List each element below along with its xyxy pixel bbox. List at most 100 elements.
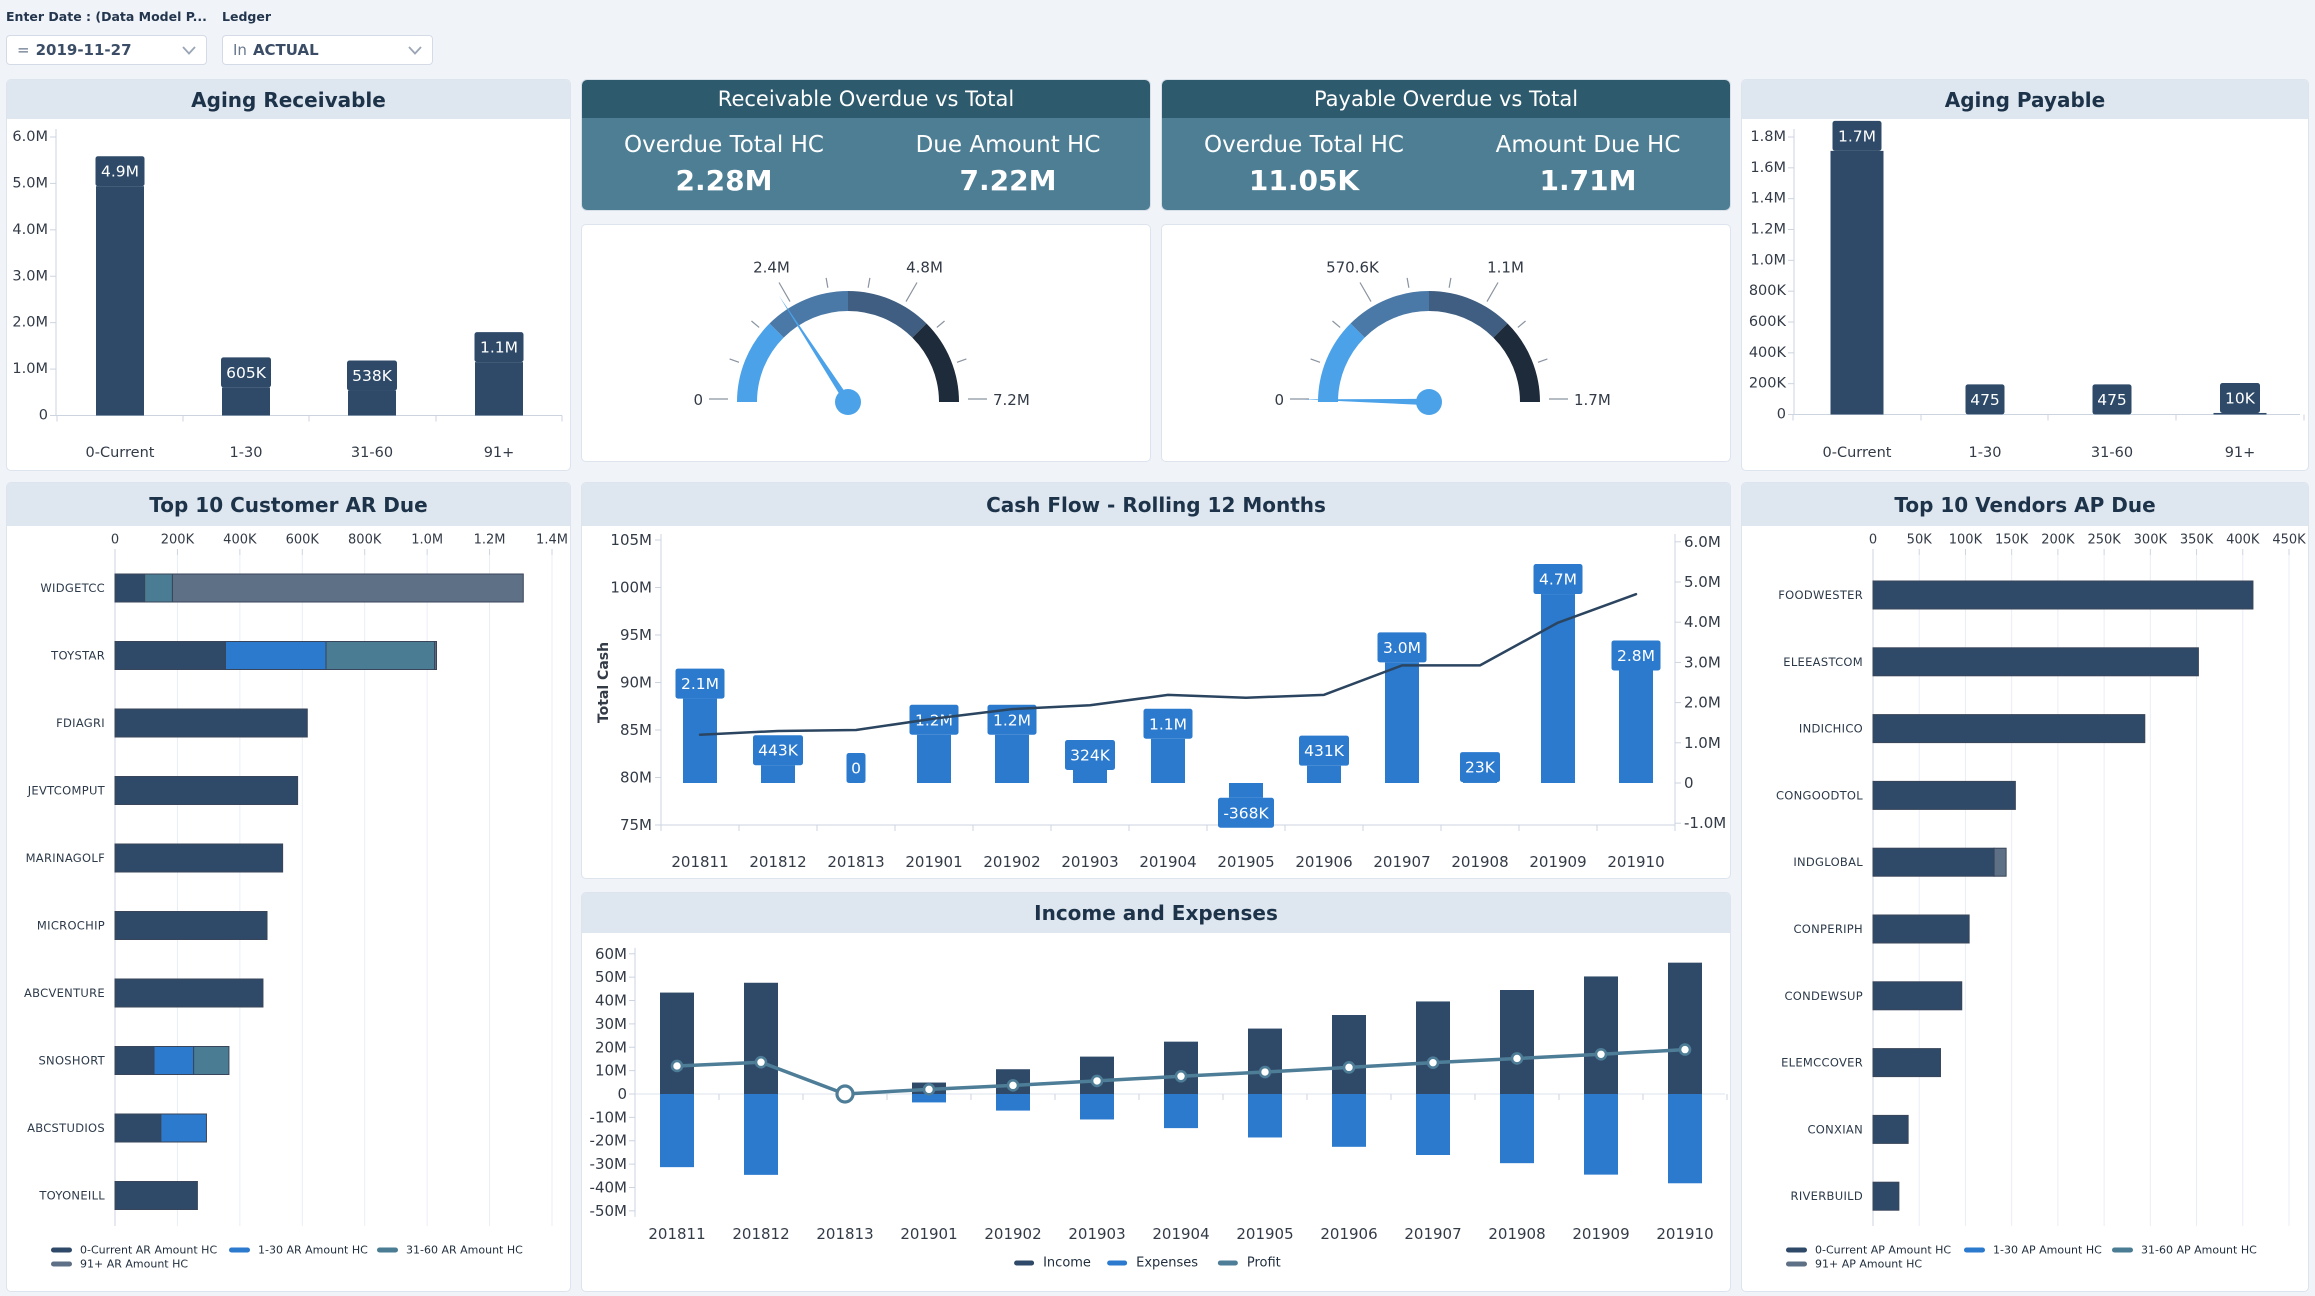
svg-text:91+: 91+	[484, 445, 515, 461]
date-filter-operator: =	[17, 41, 30, 59]
svg-text:200K: 200K	[2041, 533, 2075, 548]
svg-text:4.0M: 4.0M	[12, 222, 48, 238]
svg-text:10M: 10M	[595, 1062, 627, 1080]
svg-text:800K: 800K	[1749, 283, 1787, 299]
svg-text:450K: 450K	[2272, 533, 2306, 548]
svg-text:91+: 91+	[2225, 445, 2256, 461]
svg-text:ABCSTUDIOS: ABCSTUDIOS	[27, 1121, 105, 1135]
panel-title-top10-customer-ar: Top 10 Customer AR Due	[7, 483, 570, 526]
svg-text:0: 0	[1274, 391, 1284, 409]
ledger-filter-value: ACTUAL	[252, 41, 319, 59]
svg-text:50M: 50M	[595, 968, 627, 986]
kpi-label-overdue-total-pay: Overdue Total HC	[1204, 131, 1404, 158]
panel-aging-receivable: Aging Receivable 0 1.0M 2.0M 3.0M 4.0M 5.0M 6.…	[7, 80, 570, 470]
payable-gauge-chart[interactable]: 0 570.6K 1.1M 1.7M	[1162, 225, 1730, 461]
svg-text:31-60 AP Amount HC: 31-60 AP Amount HC	[2141, 1244, 2257, 1257]
svg-text:400K: 400K	[223, 533, 257, 548]
svg-text:1.4M: 1.4M	[536, 533, 568, 548]
svg-text:-368K: -368K	[1223, 804, 1269, 822]
svg-text:1.6M: 1.6M	[1750, 160, 1786, 176]
svg-text:31-60: 31-60	[2091, 445, 2133, 461]
svg-text:CONXIAN: CONXIAN	[1807, 1122, 1863, 1136]
svg-text:0: 0	[851, 760, 861, 778]
panel-title-cash-flow: Cash Flow - Rolling 12 Months	[582, 483, 1730, 526]
panel-top10-customer-ar: Top 10 Customer AR Due 0 200K 400K 600K 800K…	[7, 483, 570, 1291]
svg-text:1.0M: 1.0M	[12, 361, 48, 377]
svg-text:6.0M: 6.0M	[12, 129, 48, 145]
svg-text:431K: 431K	[1304, 742, 1345, 760]
kpi-cell-overdue-total-pay: Overdue Total HC 11.05K	[1162, 118, 1446, 210]
svg-text:201905: 201905	[1236, 1225, 1293, 1243]
svg-text:4.9M: 4.9M	[101, 163, 139, 181]
svg-text:RIVERBUILD: RIVERBUILD	[1791, 1189, 1863, 1203]
svg-text:JEVTCOMPUT: JEVTCOMPUT	[27, 784, 106, 798]
svg-text:201812: 201812	[749, 853, 806, 871]
svg-text:250K: 250K	[2087, 533, 2121, 548]
svg-text:MARINAGOLF: MARINAGOLF	[26, 851, 105, 865]
svg-text:350K: 350K	[2180, 533, 2214, 548]
svg-text:TOYONEILL: TOYONEILL	[38, 1189, 105, 1203]
aging-receivable-chart[interactable]: 0 1.0M 2.0M 3.0M 4.0M 5.0M 6.0M 4.9M 0-Current 60…	[7, 119, 570, 470]
svg-text:443K: 443K	[758, 742, 799, 760]
svg-text:1.7M: 1.7M	[1574, 391, 1611, 409]
ledger-filter-dropdown[interactable]: In ACTUAL	[222, 35, 433, 65]
svg-text:85M: 85M	[620, 721, 652, 739]
date-filter-label: Enter Date : (Data Model P...	[6, 9, 207, 24]
svg-text:CONPERIPH: CONPERIPH	[1793, 922, 1863, 936]
svg-text:201908: 201908	[1451, 853, 1508, 871]
kpi-label-due-amount: Due Amount HC	[915, 131, 1101, 158]
date-filter-dropdown[interactable]: = 2019-11-27	[6, 35, 207, 65]
svg-text:2.8M: 2.8M	[1617, 647, 1655, 665]
svg-text:1-30: 1-30	[1969, 445, 2002, 461]
svg-text:4.8M: 4.8M	[906, 259, 943, 277]
panel-title-income-expenses: Income and Expenses	[582, 893, 1730, 933]
svg-text:0: 0	[39, 408, 48, 424]
top10-customer-ar-chart[interactable]: 0 200K 400K 600K 800K 1.0M 1.2M 1.4M WIDGETCC TOY…	[7, 526, 570, 1291]
chevron-down-icon	[182, 45, 196, 55]
svg-text:0: 0	[1869, 533, 1877, 548]
ledger-filter-operator: In	[233, 41, 247, 59]
svg-text:INDICHICO: INDICHICO	[1799, 722, 1863, 736]
svg-text:91+ AR Amount HC: 91+ AR Amount HC	[80, 1258, 188, 1271]
svg-text:75M: 75M	[620, 816, 652, 834]
svg-text:201903: 201903	[1068, 1225, 1125, 1243]
kpi-value-overdue-total-pay: 11.05K	[1248, 163, 1360, 197]
svg-text:1.7M: 1.7M	[1838, 127, 1876, 145]
svg-text:605K: 605K	[226, 364, 267, 382]
kpi-value-overdue-total: 2.28M	[675, 163, 773, 197]
chevron-down-icon	[408, 45, 422, 55]
svg-text:SNOSHORT: SNOSHORT	[38, 1054, 105, 1068]
svg-text:31-60 AR Amount HC: 31-60 AR Amount HC	[406, 1244, 523, 1257]
svg-text:3.0M: 3.0M	[12, 268, 48, 284]
svg-text:201812: 201812	[732, 1225, 789, 1243]
svg-text:201904: 201904	[1152, 1225, 1209, 1243]
svg-text:1.1M: 1.1M	[480, 339, 518, 357]
income-expenses-chart[interactable]: 60M 50M 40M 30M 20M 10M 0 -10M -20M -30M -40M -50M 2…	[582, 933, 1730, 1291]
svg-text:1.0M: 1.0M	[1684, 734, 1721, 752]
svg-text:MICROCHIP: MICROCHIP	[37, 919, 105, 933]
cash-flow-chart[interactable]: 75M 80M 85M 90M 95M 100M 105M -1.0M 0 1.0M 2.0M 3.0…	[582, 526, 1730, 878]
top10-vendor-ap-chart[interactable]: 0 50K 100K 150K 200K 250K 300K 350K 400K 450K FOOD…	[1742, 526, 2308, 1291]
svg-text:91+ AP Amount HC: 91+ AP Amount HC	[1815, 1258, 1922, 1271]
svg-text:324K: 324K	[1070, 746, 1111, 764]
svg-text:201904: 201904	[1139, 853, 1196, 871]
svg-text:23K: 23K	[1465, 759, 1496, 777]
svg-text:40M: 40M	[595, 992, 627, 1010]
panel-aging-payable: Aging Payable 0 200K 400K 600K 800K 1.0M 1.2M 1…	[1742, 80, 2308, 470]
svg-text:201906: 201906	[1295, 853, 1352, 871]
svg-text:CONDEWSUP: CONDEWSUP	[1784, 989, 1863, 1003]
aging-payable-chart[interactable]: 0 200K 400K 600K 800K 1.0M 1.2M 1.4M 1.6M 1.8M 1.7…	[1742, 119, 2308, 470]
svg-text:5.0M: 5.0M	[12, 175, 48, 191]
kpi-title-payable: Payable Overdue vs Total	[1162, 80, 1730, 118]
svg-text:FDIAGRI: FDIAGRI	[56, 716, 105, 730]
svg-text:570.6K: 570.6K	[1326, 259, 1380, 277]
svg-text:1.0M: 1.0M	[1750, 252, 1786, 268]
svg-text:1.0M: 1.0M	[411, 533, 443, 548]
receivable-gauge-chart[interactable]: 0 2.4M 4.8M 7.2M	[582, 225, 1150, 461]
svg-text:400K: 400K	[2226, 533, 2260, 548]
svg-text:201811: 201811	[671, 853, 728, 871]
svg-text:1-30 AP Amount HC: 1-30 AP Amount HC	[1993, 1244, 2102, 1257]
svg-text:ABCVENTURE: ABCVENTURE	[24, 986, 105, 1000]
svg-text:0-Current AR Amount HC: 0-Current AR Amount HC	[80, 1244, 217, 1257]
svg-text:201910: 201910	[1607, 853, 1664, 871]
